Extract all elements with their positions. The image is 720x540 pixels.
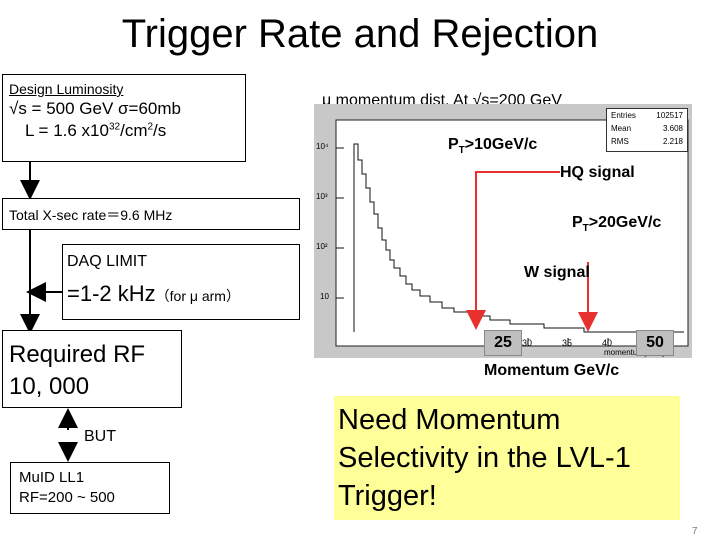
but-label: BUT: [84, 428, 116, 445]
x-axis-label: momentum[GeV]: [604, 348, 665, 357]
marker-50: 50: [636, 330, 674, 356]
stat-label: RMS: [611, 137, 629, 146]
rf-line1: Required RF: [9, 341, 146, 368]
design-heading: Design Luminosity: [9, 81, 124, 97]
stat-value: 2.218: [662, 137, 683, 146]
x-tick-label: 35: [562, 338, 573, 348]
stats-box: Entries 102517 Mean 3.608 RMS 2.218: [606, 108, 688, 152]
page-number: 7: [692, 526, 698, 537]
stat-label: Mean: [611, 124, 632, 133]
page-title: Trigger Rate and Rejection: [121, 12, 599, 56]
daq-note: （for μ arm）: [155, 288, 240, 304]
momentum-axis-label: Momentum GeV/c: [484, 362, 620, 379]
y-tick-label: 10³: [316, 192, 328, 201]
design-luminosity-box: Design Luminosity √s = 500 GeV σ=60mb L …: [2, 74, 246, 162]
callout-box: Need Momentum Selectivity in the LVL-1 T…: [334, 396, 680, 520]
pt10-label: PT>10GeV/c: [448, 136, 538, 157]
hq-signal-label: HQ signal: [560, 164, 635, 181]
histogram-svg: [335, 119, 689, 347]
hq-arrow: [466, 171, 560, 330]
muid-line2: RF=200 ~ 500: [19, 489, 115, 506]
marker-25: 25: [484, 330, 522, 356]
momentum-histogram: Entries 102517 Mean 3.608 RMS 2.218 10⁴ …: [314, 104, 692, 358]
daq-heading: DAQ LIMIT: [67, 253, 148, 270]
pt20-label: PT>20GeV/c: [572, 214, 662, 235]
w-signal-label: W signal: [524, 264, 590, 281]
muid-line1: MuID LL1: [19, 469, 85, 486]
required-rf-box: Required RF 10, 000: [2, 330, 182, 408]
y-tick-label: 10⁴: [316, 142, 329, 151]
stat-value: 3.608: [662, 124, 683, 133]
muid-box: MuID LL1 RF=200 ~ 500: [10, 462, 170, 514]
design-line2: L = 1.6 x1032/cm2/s: [25, 121, 167, 140]
callout-line3: Trigger!: [338, 480, 437, 512]
daq-value: =1-2 kHz（for μ arm）: [67, 281, 240, 306]
y-tick-label: 10: [320, 292, 329, 301]
stat-value: 102517: [656, 111, 683, 120]
rf-line2: 10, 000: [9, 373, 90, 400]
xsec-text: Total X-sec rate＝9.6 MHz: [9, 207, 173, 223]
daq-limit-box: DAQ LIMIT =1-2 kHz（for μ arm）: [62, 244, 300, 320]
x-tick-label: 30: [522, 338, 533, 348]
xsec-rate-box: Total X-sec rate＝9.6 MHz: [2, 198, 300, 230]
callout-line1: Need Momentum: [338, 404, 561, 436]
histogram-curve: [353, 143, 684, 333]
x-tick-label: 40: [602, 338, 613, 348]
stat-label: Entries: [611, 111, 636, 120]
design-line1: √s = 500 GeV σ=60mb: [9, 99, 181, 118]
y-tick-label: 10²: [316, 242, 328, 251]
plot-frame: [335, 119, 689, 347]
callout-line2: Selectivity in the LVL-1: [338, 442, 631, 474]
